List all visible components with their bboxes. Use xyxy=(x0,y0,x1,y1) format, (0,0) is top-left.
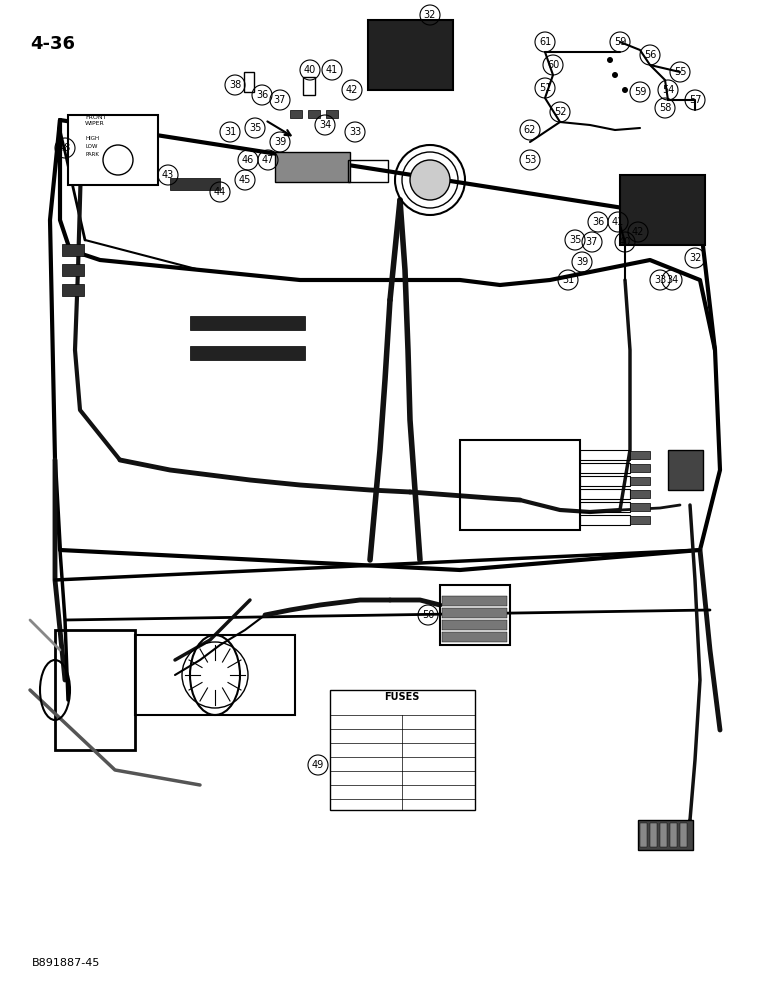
Text: FUSES: FUSES xyxy=(384,692,420,702)
Text: 52: 52 xyxy=(554,107,566,117)
Bar xyxy=(190,346,305,360)
Text: 32: 32 xyxy=(689,253,701,263)
Text: 39: 39 xyxy=(576,257,588,267)
Text: 31: 31 xyxy=(562,275,574,285)
Text: 31: 31 xyxy=(224,127,236,137)
Bar xyxy=(630,451,650,459)
Text: 44: 44 xyxy=(214,187,226,197)
Bar xyxy=(303,77,315,95)
Text: 47: 47 xyxy=(262,155,274,165)
Text: 41: 41 xyxy=(326,65,338,75)
Bar xyxy=(580,489,630,499)
Text: 57: 57 xyxy=(689,95,701,105)
Circle shape xyxy=(622,87,628,93)
Text: 4-36: 4-36 xyxy=(30,35,75,53)
Text: HIGH: HIGH xyxy=(85,136,99,141)
Text: 37: 37 xyxy=(586,237,598,247)
Text: 36: 36 xyxy=(256,90,268,100)
Bar xyxy=(630,477,650,485)
Text: 60: 60 xyxy=(547,60,559,70)
Text: 35: 35 xyxy=(569,235,581,245)
Bar xyxy=(135,635,295,715)
Bar xyxy=(308,110,320,118)
Circle shape xyxy=(410,160,450,200)
Bar xyxy=(638,820,693,850)
Bar xyxy=(244,72,254,92)
Text: 56: 56 xyxy=(644,50,656,60)
Bar xyxy=(660,823,667,847)
Bar xyxy=(368,20,453,90)
Bar xyxy=(668,450,703,490)
Bar xyxy=(62,284,84,296)
Text: 62: 62 xyxy=(524,125,537,135)
Text: 61: 61 xyxy=(539,37,551,47)
Text: 33: 33 xyxy=(349,127,361,137)
Text: 33: 33 xyxy=(654,275,666,285)
Bar xyxy=(680,823,687,847)
Bar xyxy=(440,585,510,645)
Bar xyxy=(170,178,220,190)
Text: 48: 48 xyxy=(59,143,71,153)
Bar xyxy=(580,502,630,512)
Text: 55: 55 xyxy=(674,67,686,77)
Bar xyxy=(630,464,650,472)
Bar xyxy=(55,630,135,750)
Text: 42: 42 xyxy=(346,85,358,95)
Bar xyxy=(326,110,338,118)
Text: FRONT
WIPER: FRONT WIPER xyxy=(85,115,107,126)
Text: 41: 41 xyxy=(612,217,624,227)
Bar xyxy=(650,823,657,847)
Text: 54: 54 xyxy=(662,85,674,95)
Text: 34: 34 xyxy=(666,275,678,285)
Bar xyxy=(630,516,650,524)
Bar xyxy=(190,316,305,330)
Text: 43: 43 xyxy=(162,170,174,180)
Text: 49: 49 xyxy=(312,760,324,770)
Text: 46: 46 xyxy=(242,155,254,165)
Bar xyxy=(630,490,650,498)
Bar xyxy=(580,476,630,486)
Text: 42: 42 xyxy=(631,227,644,237)
Bar xyxy=(442,596,507,606)
Text: PARK: PARK xyxy=(85,152,99,157)
Bar xyxy=(460,440,580,530)
Text: 34: 34 xyxy=(319,120,331,130)
Bar xyxy=(580,463,630,473)
Text: 50: 50 xyxy=(422,610,434,620)
Bar xyxy=(275,152,350,182)
Text: 45: 45 xyxy=(239,175,251,185)
Text: 58: 58 xyxy=(659,103,671,113)
Text: B891887-45: B891887-45 xyxy=(32,958,100,968)
Circle shape xyxy=(607,57,613,63)
Bar xyxy=(62,264,84,276)
Text: 32: 32 xyxy=(424,10,436,20)
Circle shape xyxy=(612,72,618,78)
Text: 59: 59 xyxy=(634,87,646,97)
Text: 40: 40 xyxy=(304,65,316,75)
Bar xyxy=(330,690,475,810)
Text: 40: 40 xyxy=(619,237,631,247)
Bar xyxy=(68,115,158,185)
Bar xyxy=(62,244,84,256)
Bar xyxy=(348,160,388,182)
Bar xyxy=(670,823,677,847)
Bar xyxy=(630,503,650,511)
Bar xyxy=(580,450,630,460)
Bar xyxy=(640,823,647,847)
Bar xyxy=(442,620,507,630)
Bar xyxy=(442,608,507,618)
Bar xyxy=(442,632,507,642)
Text: 35: 35 xyxy=(249,123,261,133)
Text: 39: 39 xyxy=(274,137,286,147)
Text: 53: 53 xyxy=(524,155,537,165)
Text: LOW: LOW xyxy=(85,144,97,149)
Bar xyxy=(580,515,630,525)
Text: 38: 38 xyxy=(229,80,241,90)
Text: 51: 51 xyxy=(539,83,551,93)
Bar xyxy=(620,175,705,245)
Bar xyxy=(290,110,302,118)
Text: 59: 59 xyxy=(614,37,626,47)
Text: 37: 37 xyxy=(274,95,286,105)
Text: 36: 36 xyxy=(592,217,604,227)
